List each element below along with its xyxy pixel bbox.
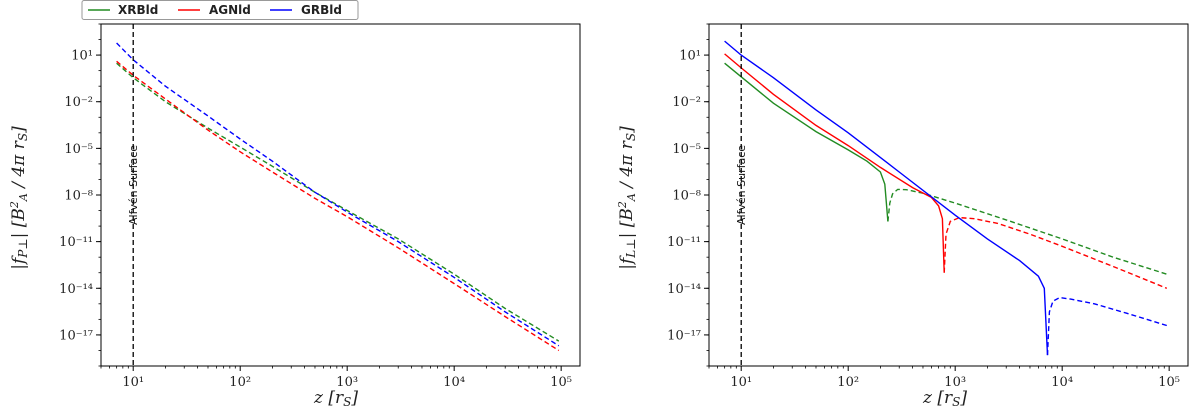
x-tick-label-1: 10² [229,375,251,390]
series-agnld-solid-line [724,53,945,273]
x-tick-label-3: 10⁴ [1051,375,1073,390]
panel-right-ylabel: |fL⊥| [B2A / 4π rS] [616,126,638,270]
panel-right-frame [708,23,1189,367]
y-tick-label-3: 10⁻⁸ [672,189,701,204]
y-tick-label-6: 10⁻¹⁷ [59,328,93,343]
x-tick-label-3: 10⁴ [443,375,465,390]
panel-right: 10¹ 10² 10³ 10⁴ 10⁵ 10¹ 10⁻² 10⁻⁵ 10⁻⁸ 10⁻¹¹ 10⁻¹⁴… [616,23,1189,409]
x-tick-label-4: 10⁵ [1158,375,1180,390]
legend-entry-2: GRBld [270,3,342,17]
x-tick-label-4: 10⁵ [550,375,572,390]
y-tick-label-6: 10⁻¹⁷ [667,328,701,343]
panel-left-plot: 10¹ 10² 10³ 10⁴ 10⁵ 10¹ 10⁻² 10⁻⁵ 10⁻⁸ 10⁻¹¹ 10⁻¹⁴… [59,23,581,390]
x-tick-label-2: 10³ [336,375,358,390]
series-grbld-dashed-line [1046,296,1168,356]
legend-label-1: AGNld [209,3,251,17]
alfven-surface-label: Alfvén Surface [127,145,140,225]
x-tick-label-2: 10³ [944,375,966,390]
panel-right-xlabel: z [rS] [922,388,967,409]
y-tick-label-1: 10⁻² [672,95,701,110]
series-xrbld-solid-line [724,62,889,222]
series-agnld-dashed-line [943,216,1168,289]
y-tick-label-5: 10⁻¹⁴ [59,282,93,297]
y-tick-label-2: 10⁻⁵ [64,142,93,157]
y-tick-label-1: 10⁻² [64,95,93,110]
series-grbld-dashed-line [116,42,560,347]
x-tick-label-0: 10¹ [730,375,752,390]
legend-entry-1: AGNld [178,3,251,17]
series-agnld-dashed-line [116,60,560,352]
panel-right-plot: 10¹ 10² 10³ 10⁴ 10⁵ 10¹ 10⁻² 10⁻⁵ 10⁻⁸ 10⁻¹¹ 10⁻¹⁴… [667,23,1189,390]
series-xrbld-dashed-line [116,62,560,342]
series-grbld-solid-line [724,40,1049,356]
y-tick-label-2: 10⁻⁵ [672,142,701,157]
legend-entry-0: XRBld [88,3,158,17]
panel-left-xlabel: z [rS] [313,388,358,409]
legend: XRBld AGNld GRBld [81,0,359,20]
y-tick-label-4: 10⁻¹¹ [667,235,701,250]
y-tick-label-4: 10⁻¹¹ [59,235,93,250]
alfven-surface-label: Alfvén Surface [735,145,748,225]
panel-left-frame [100,23,581,367]
x-tick-label-1: 10² [837,375,859,390]
y-tick-label-5: 10⁻¹⁴ [667,282,701,297]
x-tick-label-0: 10¹ [122,375,144,390]
y-tick-label-3: 10⁻⁸ [64,189,93,204]
panel-left: 10¹ 10² 10³ 10⁴ 10⁵ 10¹ 10⁻² 10⁻⁵ 10⁻⁸ 10⁻¹¹ 10⁻¹⁴… [8,23,581,409]
legend-label-2: GRBld [301,3,342,17]
series-xrbld-dashed-line [887,188,1168,275]
panel-left-ylabel: |fP⊥| [B2A / 4π rS] [8,126,30,270]
y-tick-label-0: 10¹ [679,49,701,64]
legend-box [81,0,359,20]
y-tick-label-0: 10¹ [71,49,93,64]
legend-label-0: XRBld [118,3,158,17]
